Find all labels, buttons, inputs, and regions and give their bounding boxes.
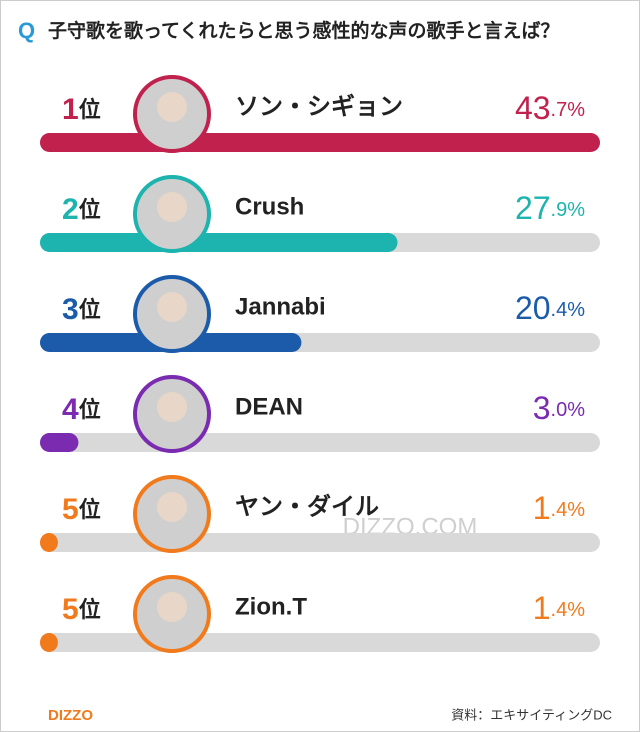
avatar-head	[157, 592, 187, 622]
rank-label: 1位	[62, 93, 101, 126]
rank-label: 3位	[62, 293, 101, 326]
avatar-head	[157, 192, 187, 222]
title-prefix: Q	[18, 18, 35, 43]
singer-name: Jannabi	[235, 293, 326, 320]
rank-label: 5位	[62, 493, 101, 526]
avatar-head	[157, 292, 187, 322]
source: 資料：エキサイティングDC	[451, 707, 612, 722]
value-label: 1.4%	[533, 590, 585, 626]
value-label: 20.4%	[515, 290, 585, 326]
avatar-head	[157, 492, 187, 522]
avatar-head	[157, 92, 187, 122]
logo: DIZZO	[48, 707, 93, 724]
singer-name: ソン・シギョン	[235, 93, 403, 120]
bar-track	[40, 433, 600, 452]
avatar-head	[157, 392, 187, 422]
rank-label: 5位	[62, 593, 101, 626]
value-label: 3.0%	[533, 390, 585, 426]
bar	[40, 133, 600, 152]
bar	[40, 533, 58, 552]
value-label: 1.4%	[533, 490, 585, 526]
value-label: 27.9%	[515, 190, 585, 226]
bar	[40, 233, 398, 252]
singer-name: Crush	[235, 193, 304, 220]
chart-title: 子守歌を歌ってくれたらと思う感性的な声の歌手と言えば？	[48, 19, 559, 42]
bar-track	[40, 533, 600, 552]
singer-name: Zion.T	[235, 593, 307, 620]
singer-name: DEAN	[235, 393, 303, 420]
rank-label: 4位	[62, 393, 101, 426]
bar	[40, 633, 58, 652]
bar-track	[40, 633, 600, 652]
singer-name: ヤン・ダイル	[235, 492, 379, 520]
rank-label: 2位	[62, 193, 101, 226]
bar	[40, 433, 79, 452]
value-label: 43.7%	[515, 90, 585, 126]
